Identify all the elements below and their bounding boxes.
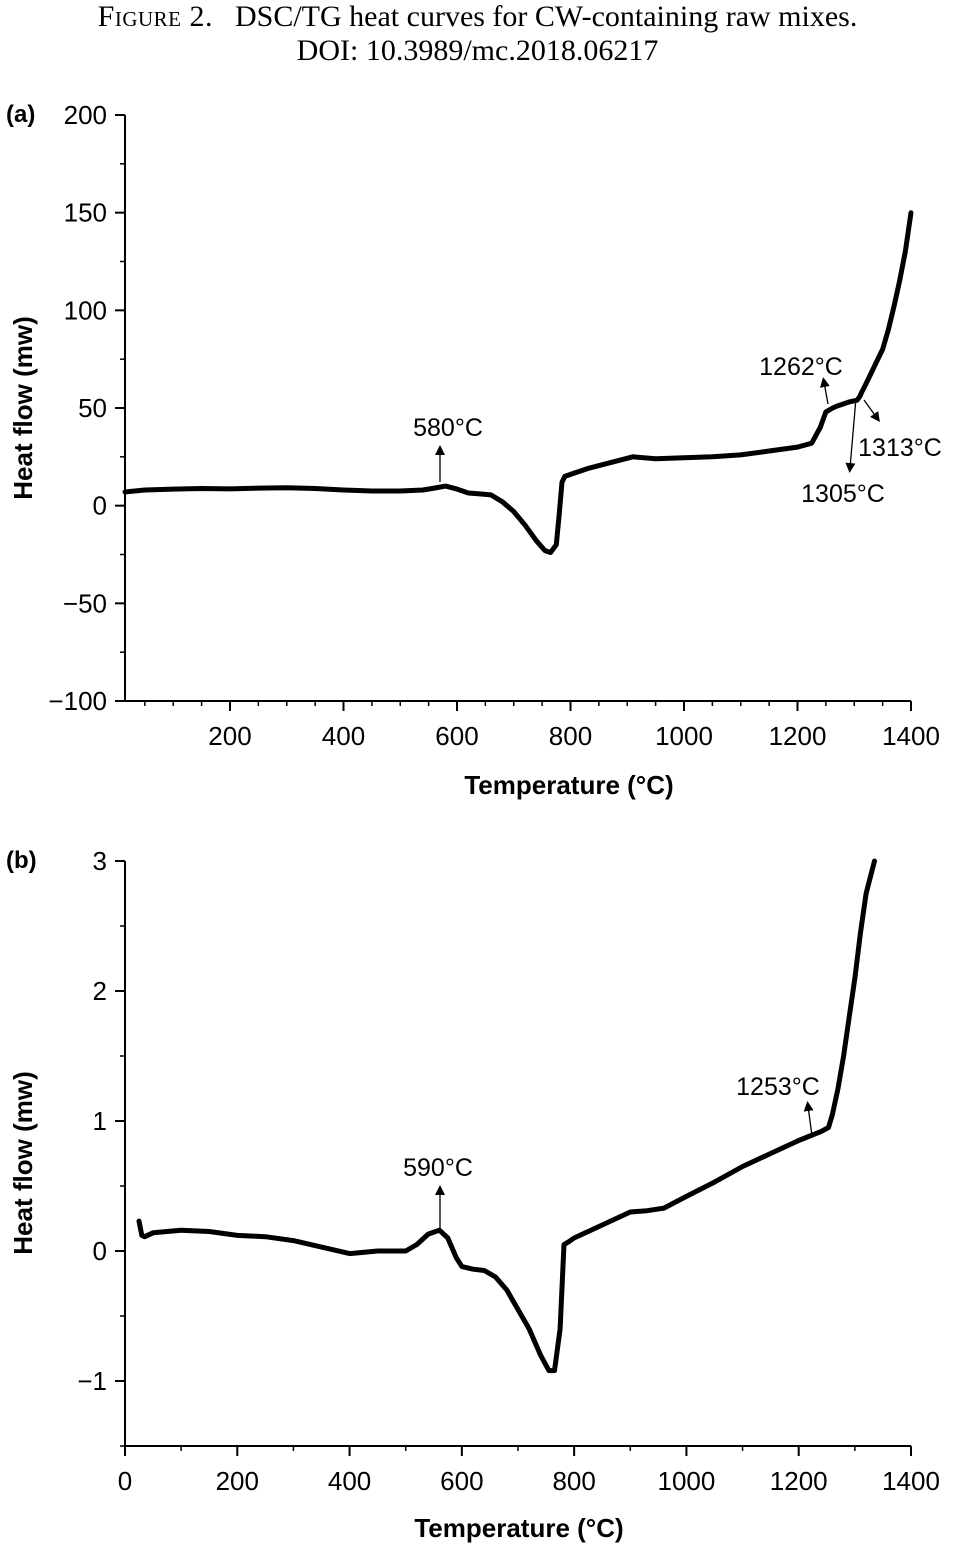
x-tick-label: 200	[208, 721, 251, 751]
y-tick-label: −50	[63, 588, 107, 618]
annotation-label: 580°C	[413, 414, 483, 442]
panel-label: (a)	[6, 101, 35, 128]
x-tick-label: 600	[440, 1466, 483, 1496]
x-tick-label: 800	[552, 1466, 595, 1496]
x-tick-label: 1200	[769, 721, 827, 751]
annotation-label: 1305°C	[801, 480, 885, 508]
x-tick-label: 0	[118, 1466, 132, 1496]
figure-caption: Figure 2. DSC/TG heat curves for CW-conta…	[0, 0, 955, 68]
y-tick-label: 2	[93, 976, 107, 1006]
annotation-label: 1313°C	[858, 434, 942, 462]
caption-line-1: Figure 2. DSC/TG heat curves for CW-conta…	[0, 0, 955, 34]
figure-label: Figure 2.	[97, 0, 213, 33]
x-axis-title: Temperature (°C)	[414, 1513, 623, 1543]
annotation-arrow	[803, 1101, 814, 1137]
annotation-arrow	[863, 399, 880, 423]
x-tick-label: 1400	[882, 721, 940, 751]
y-tick-label: 0	[93, 491, 107, 521]
y-tick-label: 100	[64, 295, 107, 325]
y-tick-label: −1	[77, 1366, 107, 1396]
chart-panel-a: 200 400 600 800 1000 1200 1400 −100 −50 0 50 100 150…	[6, 100, 942, 800]
annotation-arrow	[819, 377, 830, 405]
y-tick-label: 1	[93, 1106, 107, 1136]
x-tick-label: 800	[549, 721, 592, 751]
y-tick-label: −100	[48, 686, 107, 716]
x-tick-label: 400	[328, 1466, 371, 1496]
y-tick-label: 50	[78, 393, 107, 423]
y-axis-title: Heat flow (mw)	[8, 1071, 38, 1254]
heat-flow-curve	[122, 210, 914, 555]
panel-label: (b)	[6, 847, 37, 874]
x-tick-label: 1000	[658, 1466, 716, 1496]
chart-panel-b: 0 200 400 600 800 1000 1200 1400 −1 0 1 2 3 Temperatu…	[6, 846, 940, 1543]
y-tick-label: 200	[64, 100, 107, 130]
annotation-label: 1262°C	[759, 353, 843, 381]
x-tick-label: 1400	[882, 1466, 940, 1496]
x-tick-label: 200	[216, 1466, 259, 1496]
heat-flow-curve	[136, 858, 877, 1374]
y-axis-title: Heat flow (mw)	[8, 316, 38, 499]
y-tick-label: 0	[93, 1236, 107, 1266]
x-axis-title: Temperature (°C)	[464, 770, 673, 800]
x-tick-label: 600	[435, 721, 478, 751]
annotation-label: 1253°C	[736, 1073, 820, 1101]
x-tick-label: 400	[322, 721, 365, 751]
y-tick-label: 3	[93, 846, 107, 876]
y-tick-label: 150	[64, 198, 107, 228]
annotation-arrow	[845, 397, 857, 473]
annotation-label: 590°C	[403, 1154, 473, 1182]
caption-text: DSC/TG heat curves for CW-containing raw…	[234, 0, 858, 33]
x-tick-label: 1000	[655, 721, 713, 751]
caption-doi: DOI: 10.3989/mc.2018.06217	[296, 34, 659, 67]
x-tick-label: 1200	[770, 1466, 828, 1496]
